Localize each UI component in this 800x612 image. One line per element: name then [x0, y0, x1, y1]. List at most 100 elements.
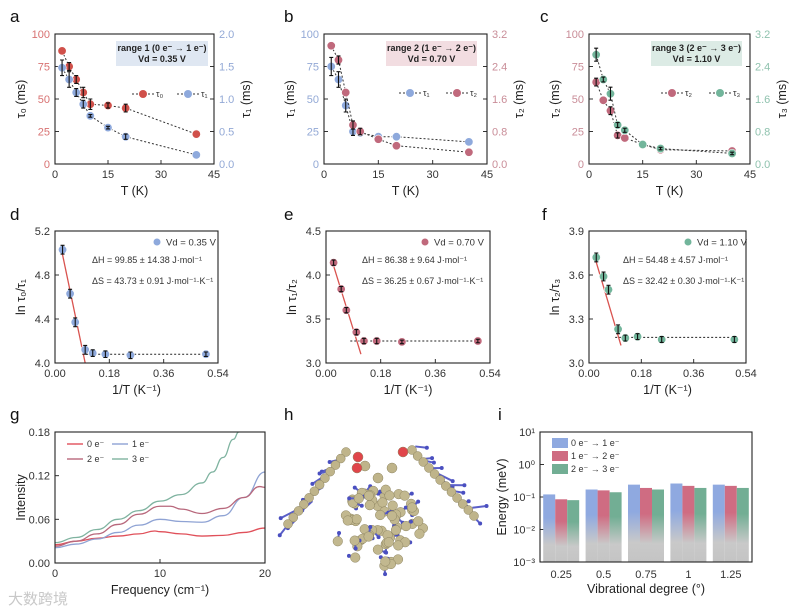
y-tick-label: 3.3	[569, 314, 584, 326]
error-bar	[331, 259, 336, 266]
panel-h-molecule: h	[277, 405, 489, 577]
bar	[555, 499, 568, 562]
atom	[424, 463, 434, 473]
legend-label: τ₂	[470, 88, 478, 98]
arrhenius-fit-line	[60, 247, 86, 364]
error-bar	[336, 55, 341, 65]
arrow-head	[359, 503, 364, 508]
legend-label: Vd = 1.10 V	[697, 238, 748, 249]
thermo-annotation: ΔS = 36.25 ± 0.67 J·mol⁻¹·K⁻¹	[362, 276, 483, 286]
y-axis-label: Intensity	[14, 473, 28, 520]
x-tick-label: 20	[259, 568, 271, 580]
atom	[380, 556, 391, 567]
x-tick-label: 45	[208, 169, 220, 181]
error-bar	[68, 288, 73, 299]
atom	[392, 554, 404, 565]
x-tick-label: 30	[427, 169, 439, 181]
x-axis-label: 1/T (K⁻¹)	[643, 383, 692, 397]
error-bar	[350, 120, 355, 130]
atom	[335, 453, 346, 464]
arrow-head	[317, 471, 322, 476]
legend-label: Vd = 0.35 V	[166, 238, 217, 249]
data-point	[191, 129, 201, 139]
x-tick-label: 15	[102, 169, 114, 181]
x-tick-label: 15	[372, 169, 384, 181]
x-category-label: 0.25	[550, 569, 571, 581]
atom	[413, 516, 424, 527]
atom	[469, 511, 479, 521]
y-right-tick-label: 0.8	[755, 127, 770, 139]
y-right-axis-label: τ₂ (ms)	[512, 80, 526, 118]
error-bar	[88, 98, 93, 110]
arrow-head	[462, 483, 467, 488]
y-right-tick-label: 3.2	[492, 29, 507, 41]
watermark: 大数跨境	[8, 590, 68, 608]
thermo-annotation: ΔH = 99.85 ± 14.38 J·mol⁻¹	[92, 255, 202, 265]
y-axis-label: τ₂ (ms)	[548, 80, 562, 118]
data-point	[57, 46, 67, 56]
thermo-annotation: ΔH = 54.48 ± 4.57 J·mol⁻¹	[623, 255, 728, 265]
y-tick-label: 25	[307, 127, 319, 139]
annotation-text: Vd = 0.70 V	[408, 54, 456, 64]
x-tick-label: 0	[52, 169, 58, 181]
y-right-tick-label: 2.4	[755, 62, 770, 74]
y-tick-label: 10⁰	[518, 460, 535, 472]
x-axis-label: 1/T (K⁻¹)	[112, 383, 161, 397]
legend-label: Vd = 0.70 V	[434, 238, 485, 249]
arrow-head	[376, 535, 381, 540]
atom	[353, 493, 364, 504]
arrow-head	[461, 490, 466, 495]
error-bar	[123, 133, 128, 140]
y-tick-label: 100	[566, 29, 584, 41]
atom	[350, 552, 361, 563]
error-bar	[60, 244, 65, 255]
legend-swatch	[552, 451, 568, 461]
error-bar	[203, 351, 208, 357]
atom	[332, 536, 343, 547]
bar	[712, 484, 725, 562]
atom	[397, 446, 409, 458]
y-tick-label: 100	[32, 29, 50, 41]
atom	[364, 500, 375, 511]
error-bar	[608, 106, 613, 116]
plot-frame	[323, 33, 488, 165]
x-category-label: 0.5	[596, 569, 611, 581]
x-tick-label: 30	[690, 169, 702, 181]
x-category-label: 0.75	[635, 569, 656, 581]
bar	[597, 490, 610, 562]
plot-frame	[54, 33, 215, 165]
atom	[383, 537, 394, 548]
atom	[384, 490, 395, 501]
error-bar	[81, 86, 86, 99]
error-bar	[67, 62, 72, 71]
y-tick-label: 10⁻²	[513, 525, 535, 537]
atom	[446, 487, 457, 497]
x-tick-label: 45	[481, 169, 493, 181]
error-bar	[616, 324, 621, 335]
panel-label: b	[284, 7, 293, 26]
x-tick-label: 0.00	[578, 368, 599, 380]
series-line	[55, 527, 265, 546]
error-bar	[88, 114, 93, 118]
x-tick-label: 0.54	[207, 368, 228, 380]
legend-marker	[453, 89, 461, 97]
data-point	[341, 88, 351, 98]
atom	[363, 490, 374, 501]
atom	[412, 451, 423, 461]
data-point	[391, 132, 401, 142]
y-tick-label: 0	[578, 159, 584, 171]
atom	[457, 499, 468, 509]
panel-b: b 0 15 30 45 0 25 50 75 100 0.0 0.8 1.6 2.4 3.2 T (K) τ₁…	[283, 7, 526, 198]
y-tick-label: 100	[301, 29, 319, 41]
error-bar	[475, 338, 480, 344]
atom	[429, 469, 440, 479]
atom	[399, 490, 410, 501]
x-tick-label: 15	[637, 169, 649, 181]
y-axis-label: ln τ₂/τ₃	[548, 279, 562, 316]
y-tick-label: 4.0	[306, 270, 321, 282]
x-axis-label: T (K)	[656, 184, 684, 198]
y-tick-label: 75	[572, 62, 584, 74]
bar	[640, 487, 652, 562]
thermo-annotation: ΔS = 43.73 ± 0.91 J·mol⁻¹·K⁻¹	[92, 276, 213, 286]
y-tick-label: 75	[307, 62, 319, 74]
